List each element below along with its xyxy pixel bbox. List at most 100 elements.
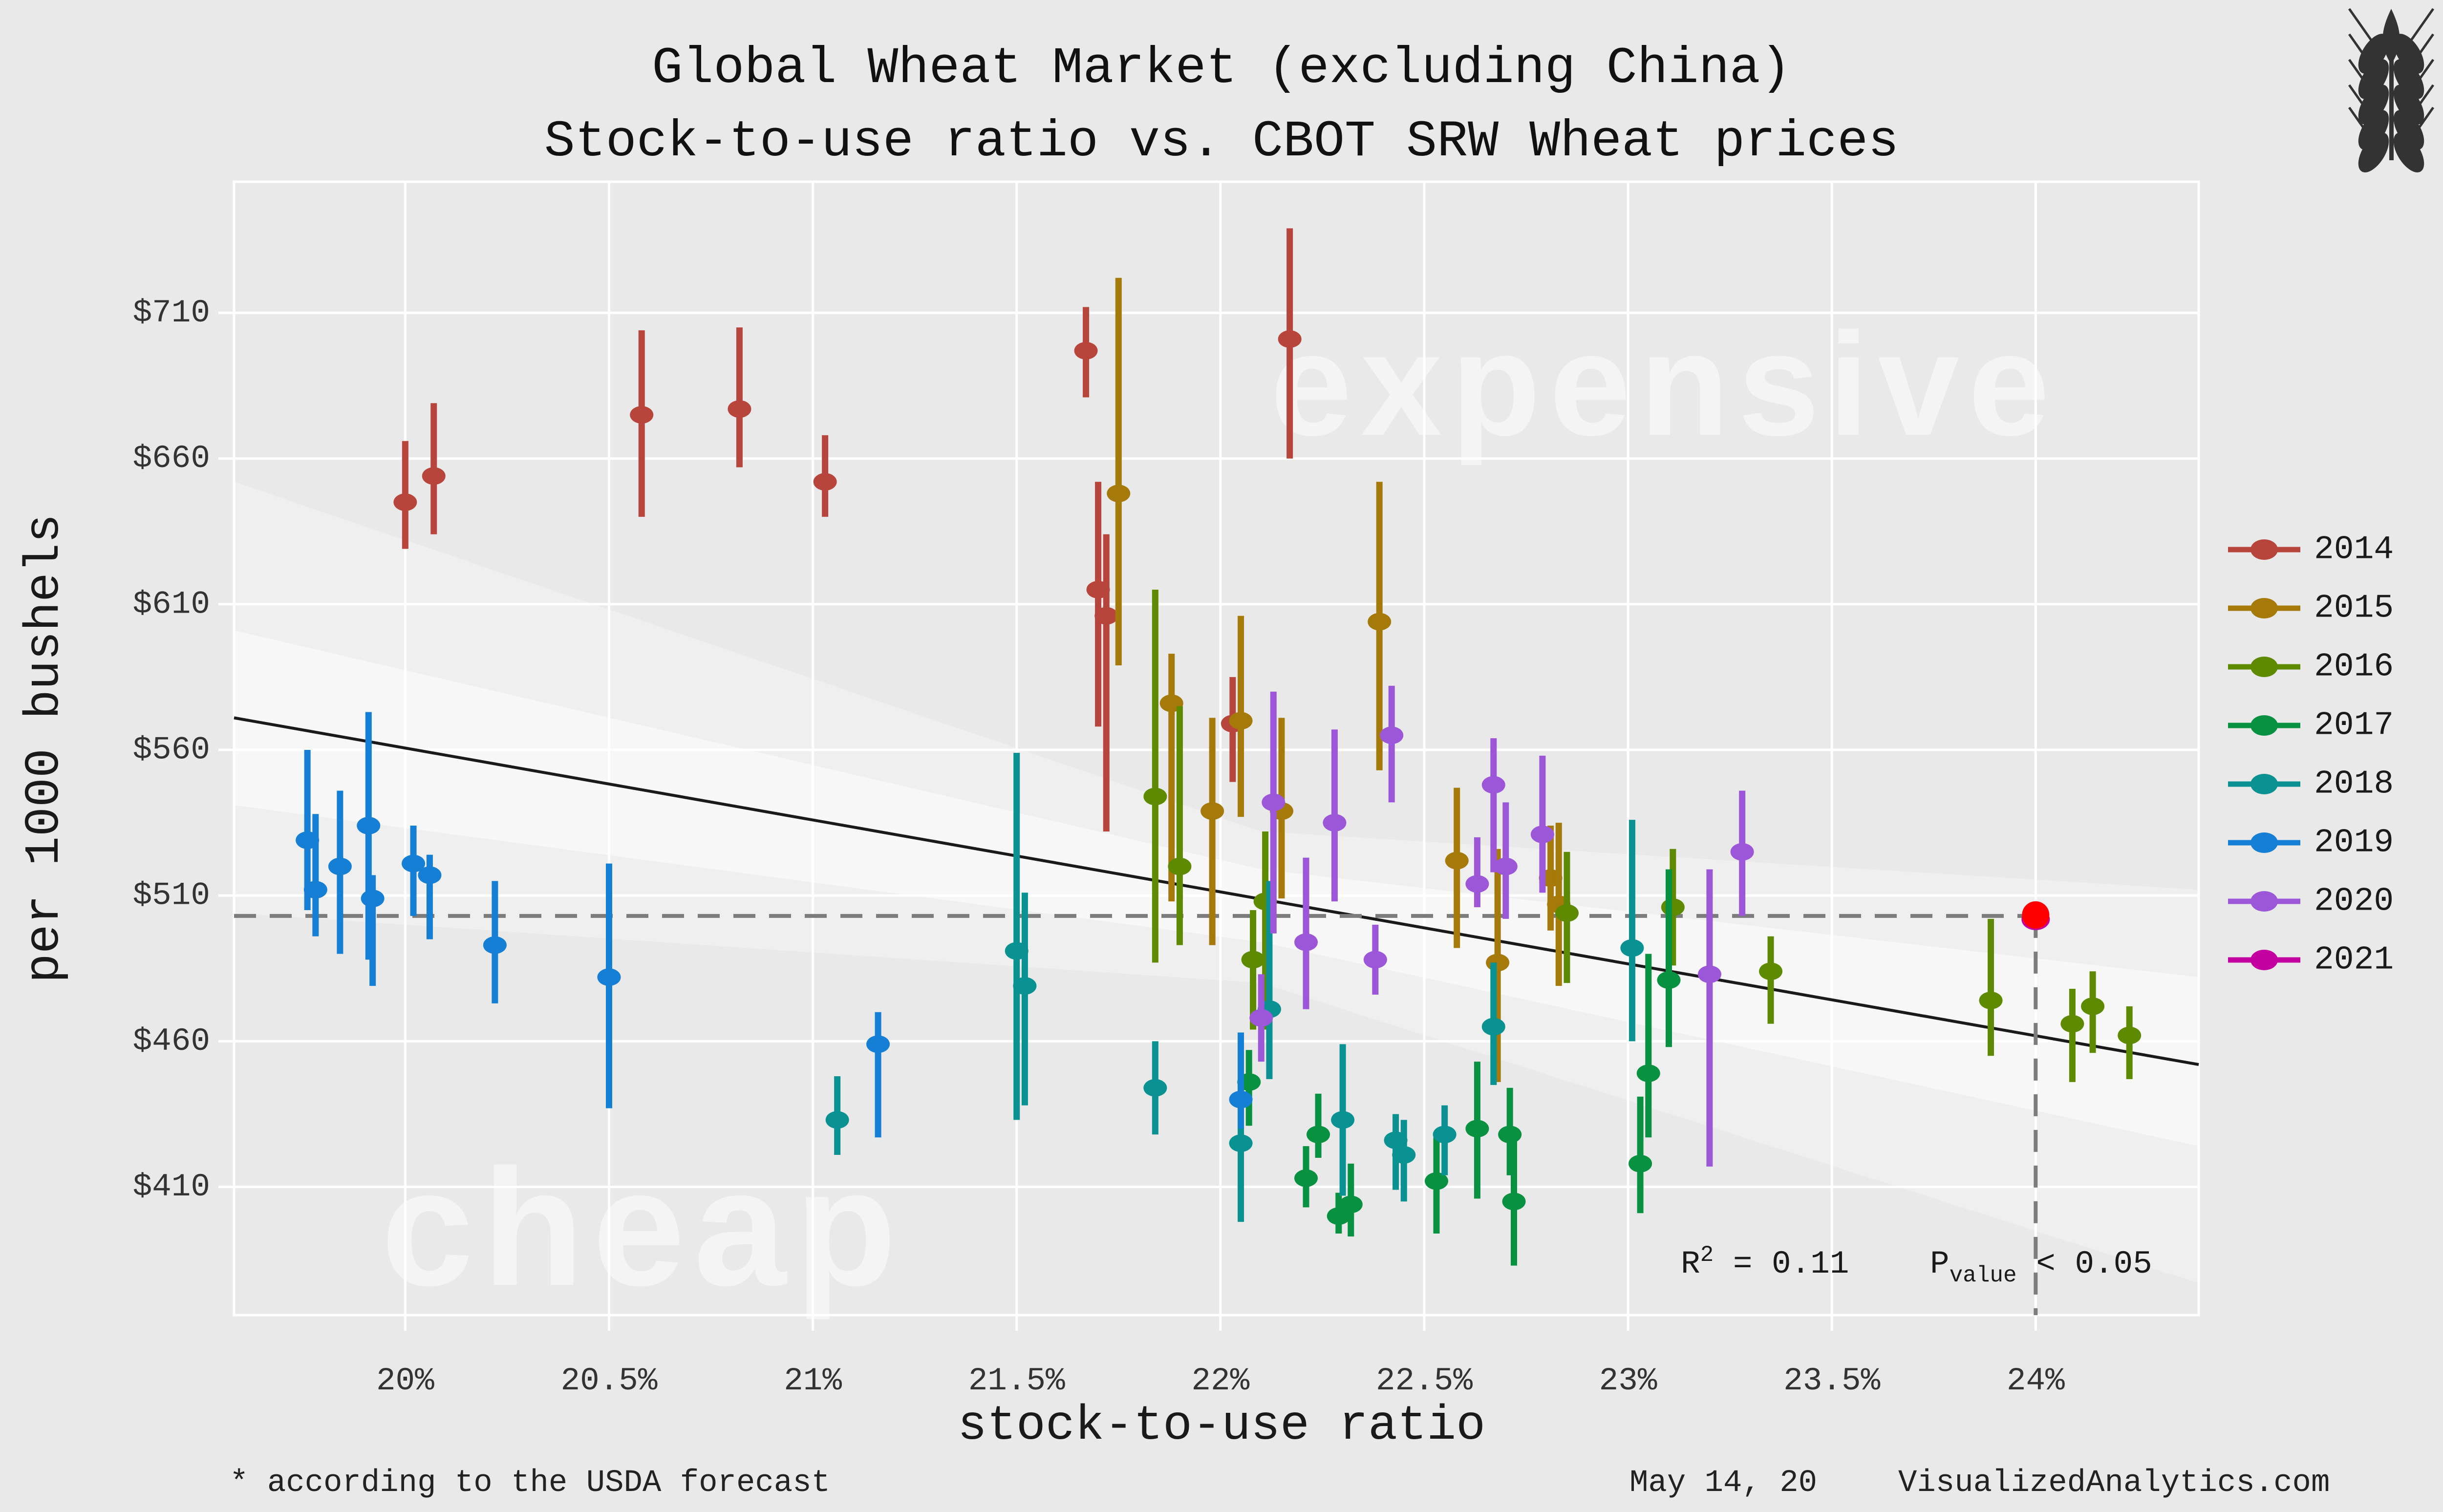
wheat-grain (2358, 110, 2389, 150)
legend-label: 2015 (2314, 590, 2394, 627)
r-squared-base: R (1681, 1246, 1700, 1282)
y-tick-label: $560 (133, 731, 210, 768)
x-axis-title: stock-to-use ratio (958, 1399, 1485, 1454)
data-point (1249, 1009, 1273, 1027)
y-tick-label: $710 (133, 295, 210, 331)
y-tick-label: $460 (133, 1023, 210, 1060)
wheat-awn (2348, 106, 2376, 145)
legend-item-2020: 2020 (2228, 883, 2394, 920)
data-point (1363, 951, 1387, 969)
x-tick-label: 20% (376, 1363, 434, 1399)
p-value-base: P (1930, 1246, 1950, 1282)
data-point (303, 881, 327, 899)
data-point (361, 890, 385, 908)
data-point (2118, 1026, 2142, 1044)
data-point (1323, 814, 1347, 832)
legend-label: 2018 (2314, 766, 2394, 803)
data-point (1445, 852, 1469, 870)
data-point (357, 817, 381, 835)
wheat-awn (2348, 84, 2376, 122)
data-point (1392, 1146, 1416, 1164)
footer-date: May 14, 20 (1629, 1466, 1817, 1501)
legend-item-2014: 2014 (2228, 531, 2394, 569)
x-tick-label: 22.5% (1376, 1363, 1473, 1399)
series-2014 (393, 228, 1302, 831)
legend-item-2018: 2018 (2228, 766, 2394, 803)
data-point (1168, 857, 1192, 875)
data-point (1620, 939, 1644, 957)
data-point (1143, 1079, 1167, 1097)
data-point (2060, 1015, 2084, 1033)
x-tick-label: 21.5% (968, 1363, 1065, 1399)
data-point (1759, 962, 1783, 980)
legend-item-2016: 2016 (2228, 648, 2394, 686)
data-point (1143, 788, 1167, 806)
data-point (422, 467, 446, 485)
wheat-grain (2358, 132, 2389, 172)
data-point (1629, 1154, 1652, 1172)
legend-item-2015: 2015 (2228, 590, 2394, 627)
data-point (630, 406, 654, 424)
data-point (1241, 951, 1265, 969)
data-point (597, 968, 621, 986)
wheat-awn (2406, 8, 2435, 46)
forecast-point (2022, 901, 2050, 929)
data-point (1074, 341, 1098, 360)
series-2016 (1143, 589, 2142, 1082)
y-tick-label: $660 (133, 440, 210, 477)
data-point (1636, 1064, 1660, 1082)
data-point (402, 854, 426, 873)
data-point (1481, 1018, 1505, 1036)
legend-label: 2016 (2314, 648, 2394, 686)
wheat-grain (2358, 85, 2389, 125)
series-2017 (1237, 869, 1681, 1266)
forecast-crosshair-dashed-lines (234, 914, 2038, 1315)
data-point (728, 400, 751, 418)
data-point (1107, 485, 1131, 503)
wheat-awn (2348, 33, 2376, 71)
data-point (1307, 1126, 1330, 1144)
legend-key-marker (2250, 950, 2278, 970)
data-point (1481, 776, 1505, 794)
legend-item-2021: 2021 (2228, 941, 2394, 979)
data-point (418, 866, 442, 884)
legend-key-marker (2250, 598, 2278, 618)
r-squared-value: = 0.11 (1714, 1246, 1849, 1282)
data-point (1368, 613, 1392, 631)
legend-key-marker (2250, 832, 2278, 853)
legend-key-marker (2250, 774, 2278, 794)
p-value-subscript: value (1950, 1263, 2017, 1288)
x-tick-label: 20.5% (560, 1363, 657, 1399)
wheat-grain (2393, 85, 2424, 125)
legend-key-marker (2250, 715, 2278, 736)
data-point (1530, 825, 1554, 843)
series-2020 (1249, 685, 1754, 1167)
legend-item-2017: 2017 (2228, 707, 2394, 745)
data-point (813, 473, 837, 491)
legend: 2014 2015 2016 2017 2018 2019 2020 2021 (2228, 531, 2394, 979)
x-tick-label: 22% (1191, 1363, 1249, 1399)
data-points (296, 228, 2142, 1266)
wheat-awn (2406, 59, 2435, 97)
chart-title-line-1: Global Wheat Market (excluding China) (652, 40, 1791, 98)
wheat-awn (2406, 84, 2435, 122)
legend-key-marker (2250, 539, 2278, 560)
wheat-grain (2358, 34, 2389, 74)
wheat-grain (2393, 34, 2424, 74)
r-squared-superscript: 2 (1700, 1242, 1714, 1268)
data-point (1465, 875, 1489, 893)
wheat-grain (2393, 59, 2424, 99)
data-point (1730, 843, 1754, 861)
series-2019 (296, 712, 1253, 1138)
data-point (1424, 1172, 1448, 1190)
data-point (1339, 1195, 1363, 1214)
wheat-grain (2393, 132, 2424, 172)
data-point (1278, 330, 1302, 348)
watermark-expensive: expensive (1270, 302, 2058, 467)
x-tick-label: 21% (784, 1363, 842, 1399)
data-point (1331, 1111, 1355, 1129)
y-tick-label: $610 (133, 586, 210, 622)
footnote-usda: * according to the USDA forecast (230, 1466, 830, 1501)
legend-label: 2014 (2314, 531, 2394, 569)
